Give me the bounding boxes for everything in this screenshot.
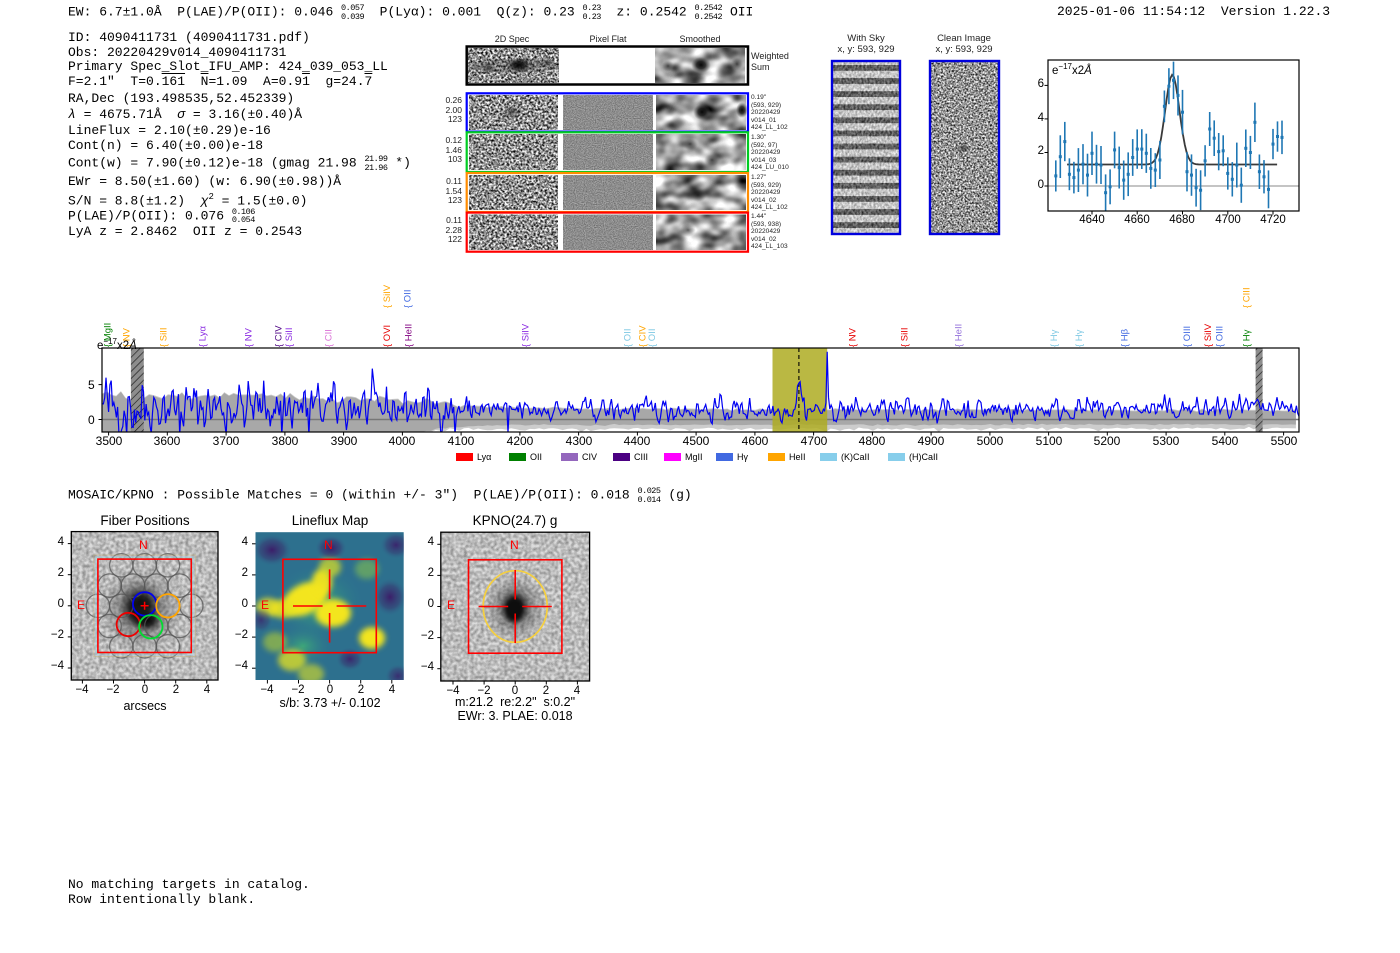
svg-text:{ OII: { OII <box>647 329 658 347</box>
svg-text:{ CIII: { CIII <box>1242 287 1253 308</box>
svg-text:{ CIV: { CIV <box>273 325 284 347</box>
svg-text:{ SiII: { SiII <box>899 327 910 347</box>
svg-text:{ OVI: { OVI <box>382 325 393 347</box>
svg-text:{ SiII: { SiII <box>159 327 170 347</box>
svg-text:{ SiIV: { SiIV <box>382 284 393 308</box>
svg-text:{ NV: { NV <box>121 327 132 347</box>
svg-text:{ OIII: { OIII <box>1214 326 1225 347</box>
svg-text:{ CII: { CII <box>324 329 335 347</box>
svg-text:{ Hγ: { Hγ <box>1049 329 1060 347</box>
svg-text:{ OIII: { OIII <box>1182 326 1193 347</box>
svg-text:{ SiIV: { SiIV <box>521 323 532 347</box>
svg-text:{ Hγ: { Hγ <box>1242 329 1253 347</box>
svg-text:{ Hβ: { Hβ <box>1120 328 1131 347</box>
svg-text:{ HeII: { HeII <box>953 324 964 347</box>
svg-text:{ Hγ: { Hγ <box>1074 329 1085 347</box>
svg-text:{ SiII: { SiII <box>284 327 295 347</box>
svg-text:{ SiIV: { SiIV <box>1203 323 1214 347</box>
svg-text:{ OII: { OII <box>623 329 634 347</box>
svg-text:{ MgII: { MgII <box>102 323 113 347</box>
svg-text:{ HeII: { HeII <box>404 324 415 347</box>
svg-text:{ CIV: { CIV <box>637 325 648 347</box>
svg-text:{ Lyα: { Lyα <box>197 326 208 347</box>
svg-text:{ NV: { NV <box>244 327 255 347</box>
svg-text:{ NV: { NV <box>847 327 858 347</box>
svg-text:{ OII: { OII <box>402 290 413 308</box>
